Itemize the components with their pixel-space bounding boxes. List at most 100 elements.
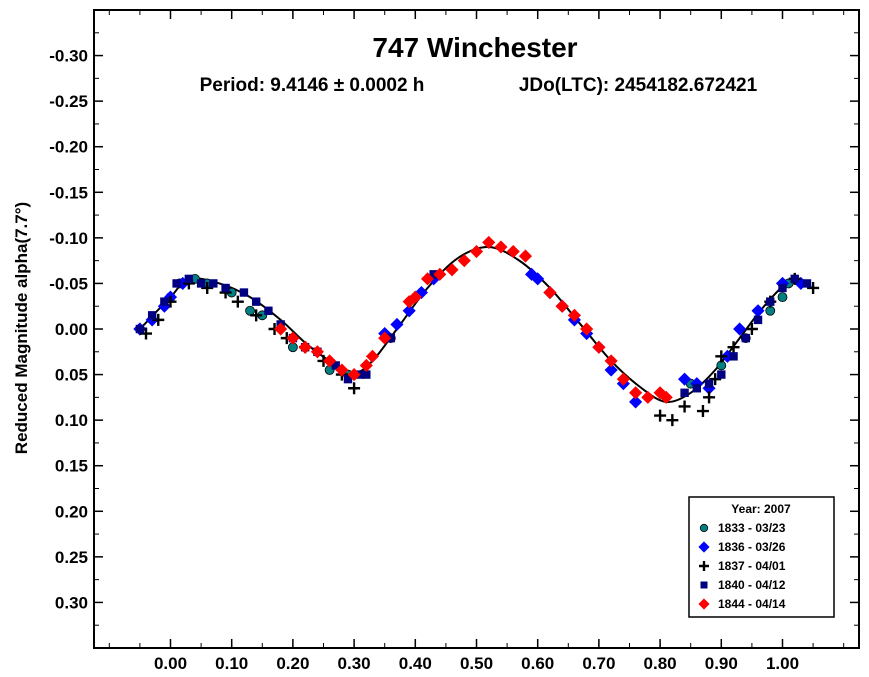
data-point [778,283,787,293]
data-point [741,333,750,343]
data-point [766,297,775,306]
data-point [433,267,447,281]
data-point [250,309,263,322]
data-point [347,368,361,382]
data-point [445,263,459,277]
data-point [692,384,702,393]
data-point [567,308,581,322]
data-point [592,340,606,354]
data-point [251,297,261,306]
data-point [641,390,655,404]
data-points [133,235,820,427]
data-point [703,391,716,404]
legend-marker [698,598,710,610]
x-tick-label: 0.50 [460,654,493,673]
data-point [196,279,206,288]
x-tick-label: 0.00 [154,654,187,673]
data-point [680,388,689,397]
x-tick-label: 0.80 [644,654,677,673]
x-tick-label: 0.20 [276,654,309,673]
legend-title: Year: 2007 [731,502,791,516]
legend-label: 1833 - 03/23 [718,521,786,535]
y-tick-label: 0.05 [55,366,88,385]
x-tick-label: 0.90 [705,654,738,673]
data-point [745,323,758,335]
data-point [231,295,244,308]
data-point [378,331,392,345]
legend-label: 1840 - 04/12 [718,578,786,592]
data-point [184,274,194,284]
data-point [531,272,545,286]
data-point [729,352,738,361]
legend-marker [699,561,709,571]
data-point [696,405,709,418]
data-point [420,272,435,286]
y-tick-label: 0.15 [55,457,88,476]
data-point [659,390,673,404]
data-point [245,305,255,316]
data-point [239,288,249,297]
data-point [286,331,300,345]
data-point [666,414,679,427]
data-point [365,349,380,363]
data-point [790,274,799,284]
data-point [274,322,288,336]
y-tick-label: -0.15 [49,183,88,202]
legend-items: 1833 - 03/23 1836 - 03/26 1837 - 04/01 1840… [698,521,786,611]
data-point [160,297,169,306]
data-point [717,370,726,379]
legend: Year: 2007 1833 - 03/23 1836 - 03/26 1837 … [688,496,835,618]
data-point [402,304,416,318]
data-point [348,382,361,395]
data-point [343,374,353,384]
data-point [629,395,643,409]
y-tick-label: -0.05 [49,274,88,293]
data-point [135,324,145,334]
data-point [543,285,557,300]
x-tick-label: 0.70 [582,654,615,673]
data-point [555,299,569,313]
legend-label: 1836 - 03/26 [718,540,786,554]
chart-subtitle-period: Period: 9.4146 ± 0.0002 h [200,75,425,96]
data-point [777,292,788,303]
data-point [518,249,533,263]
data-point [715,350,728,363]
data-point [221,283,230,293]
data-point [506,244,520,259]
data-point [323,354,337,368]
data-point [733,322,747,336]
data-point [604,363,618,377]
data-point [704,379,714,388]
chart-subtitle-epoch: JDo(LTC): 2454182.672421 [519,75,758,96]
data-point [408,290,422,304]
series-1 [165,273,794,389]
data-point [678,400,691,413]
x-tick-label: 0.60 [521,654,554,673]
data-point [654,409,667,422]
series-5 [274,235,673,404]
data-point [709,373,722,386]
data-point [172,279,181,288]
data-point [678,372,692,386]
y-axis-label: Reduced Magnitude alpha(7.7°) [12,202,31,454]
y-tick-label: -0.30 [49,47,88,66]
data-point [152,313,165,326]
data-point [147,311,157,320]
legend-marker [700,581,708,589]
data-point [457,254,471,268]
data-point [310,345,324,359]
y-tick-label: 0.25 [55,548,88,567]
y-tick-label: -0.20 [49,138,88,157]
data-point [359,358,373,373]
x-tick-label: 0.30 [338,654,371,673]
data-point [264,306,273,315]
data-point [629,386,643,400]
data-point [802,279,812,288]
y-tick-label: -0.25 [49,92,88,111]
data-point [390,317,404,332]
x-tick-label: 0.40 [399,654,432,673]
data-point [331,361,340,370]
x-tick-label: 1.00 [766,654,799,673]
data-point [580,322,594,336]
